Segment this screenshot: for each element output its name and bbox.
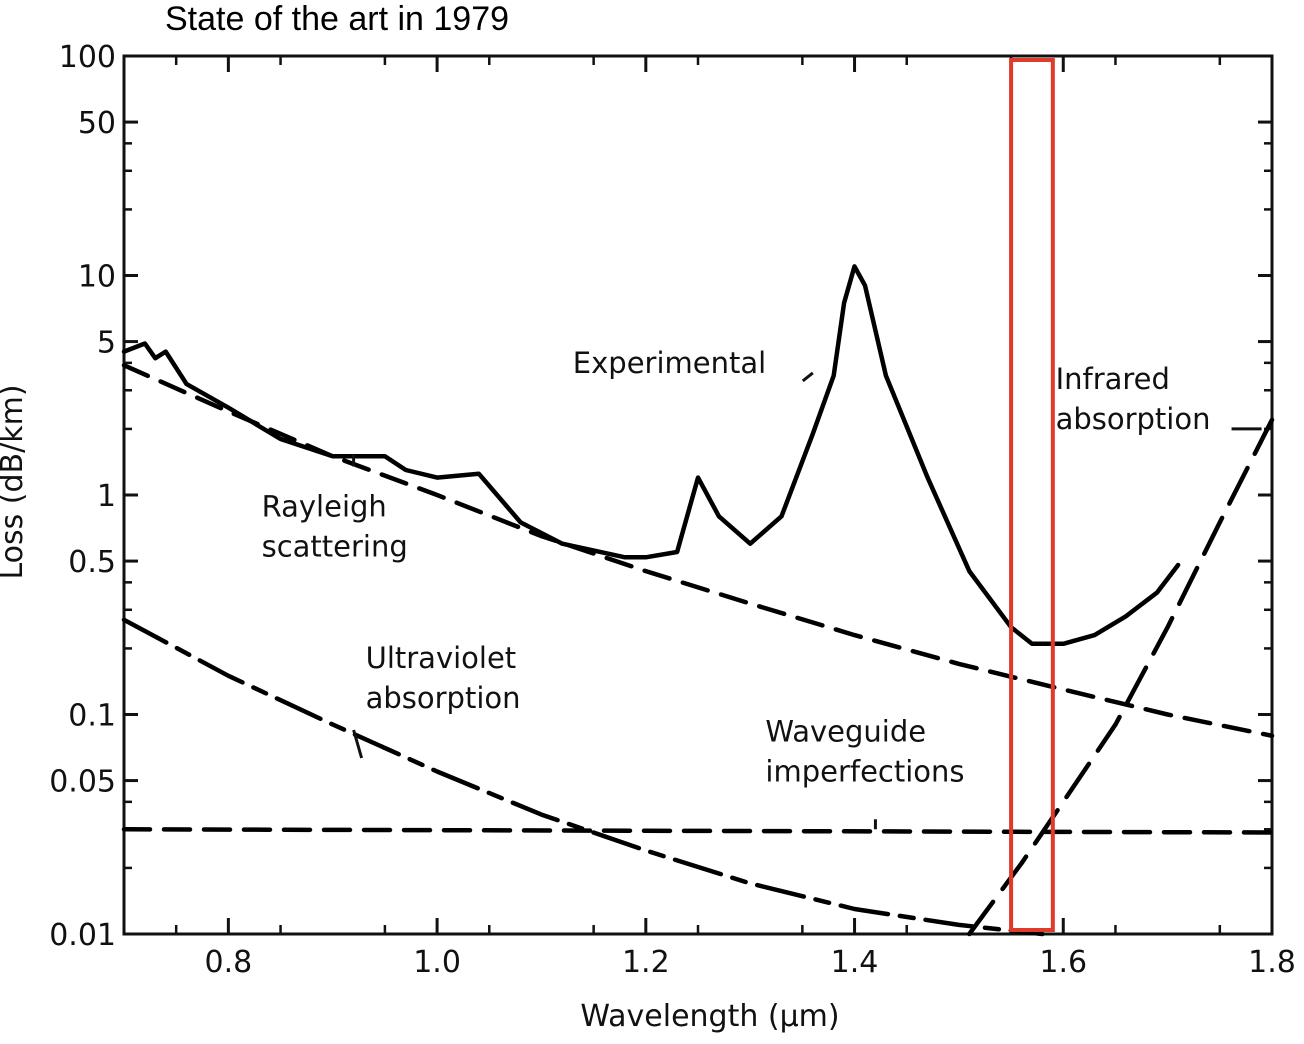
x-tick-label: 1.2 — [622, 945, 670, 980]
y-tick-label: 50 — [78, 106, 116, 141]
series-rayleigh-scattering — [121, 363, 1275, 739]
y-tick-label: 100 — [59, 40, 116, 75]
y-tick-label: 1 — [97, 479, 116, 514]
annotation-text: absorption — [366, 681, 521, 715]
series-infrared-absorption — [967, 417, 1275, 937]
highlight-box — [1009, 58, 1055, 932]
y-tick-label: 0.5 — [68, 545, 116, 580]
chart-title: State of the art in 1979 — [165, 0, 509, 38]
series-ultraviolet-absorption — [121, 617, 1045, 937]
y-tick-label: 0.01 — [49, 918, 116, 953]
annotation-text: absorption — [1056, 402, 1211, 436]
y-tick-label: 0.1 — [68, 699, 116, 734]
x-tick-label: 1.6 — [1039, 945, 1087, 980]
annotation-text: Experimental — [573, 346, 766, 380]
y-tick-label: 5 — [97, 326, 116, 361]
series-layer — [121, 264, 1275, 937]
annotation-text: Waveguide — [765, 714, 926, 748]
annotation-arrow — [352, 729, 364, 759]
axis-ticks: 0.8 1.0 1.2 1.4 1.6 1.8 0.01 0.05 0.1 0.5 1 5 10 50 10… — [49, 40, 1296, 980]
y-tick-label: 0.05 — [49, 765, 116, 800]
annotation-text: scattering — [262, 529, 408, 563]
series-experimental — [121, 264, 1181, 647]
x-axis-label: Wavelength (μm) — [580, 999, 839, 1034]
annotation-text: Rayleigh — [262, 489, 387, 523]
annotation-arrow — [801, 371, 814, 383]
annotation-layer: Experimental Infrared absorption Rayleigh sc… — [262, 346, 1262, 830]
x-tick-label: 1.8 — [1248, 945, 1296, 980]
x-tick-label: 1.4 — [831, 945, 879, 980]
annotation-text: Ultraviolet — [366, 641, 517, 675]
annotation-text: imperfections — [765, 754, 964, 788]
y-tick-label: 10 — [78, 260, 116, 295]
x-tick-label: 1.0 — [413, 945, 461, 980]
annotation-text: Infrared — [1056, 362, 1170, 396]
y-axis-label: Loss (dB/km) — [0, 384, 30, 579]
x-tick-label: 0.8 — [205, 945, 253, 980]
highlight-layer — [1009, 58, 1055, 932]
series-waveguide-imperfections — [121, 827, 1275, 835]
